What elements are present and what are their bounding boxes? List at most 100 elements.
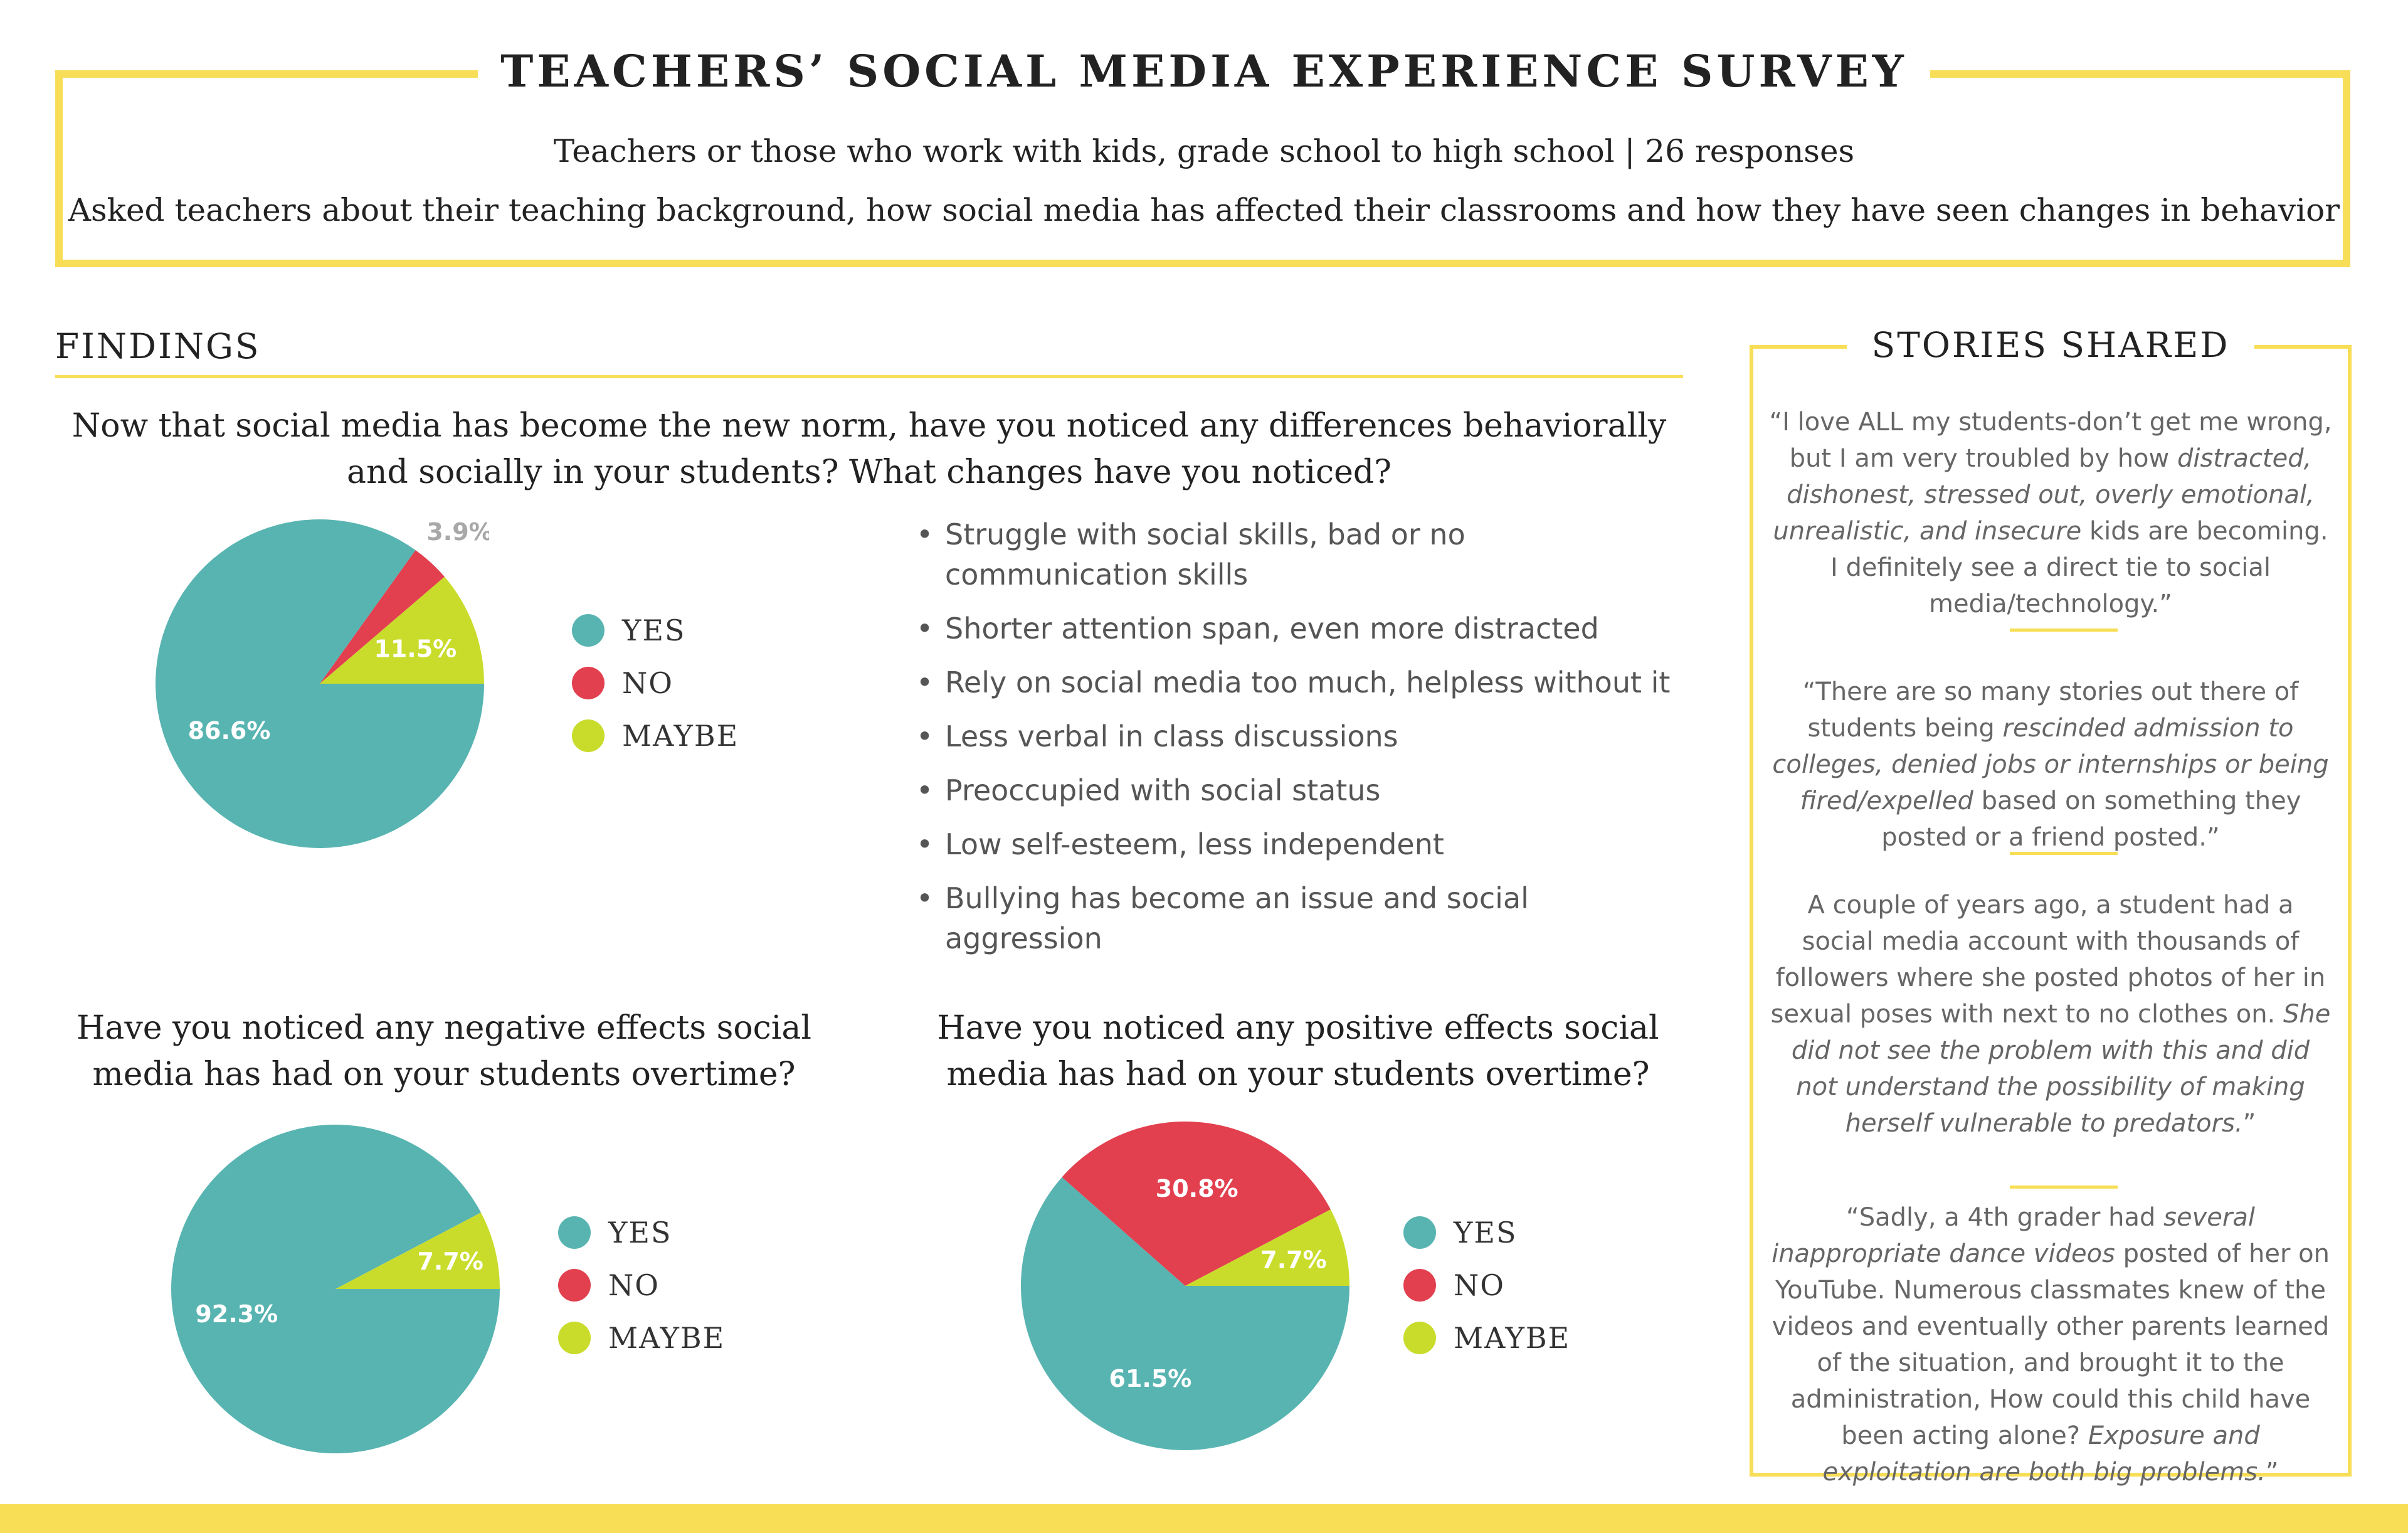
pie-chart-negative-effects: 92.3% 7.7% (171, 1124, 500, 1453)
legend-item-maybe: MAYBE (1403, 1319, 1570, 1357)
pie-label-maybe: 7.7% (1260, 1246, 1326, 1273)
legend-label: YES (622, 613, 686, 647)
legend-item-no: NO (1403, 1266, 1505, 1304)
findings-heading: FINDINGS (55, 326, 261, 366)
story-text: posted of her on YouTube. Numerous class… (1772, 1239, 2330, 1450)
change-list-item: • Preoccupied with social status (912, 770, 1684, 810)
question-negative-effects: Have you noticed any negative effects so… (76, 1009, 812, 1093)
bullet-icon: • (916, 517, 934, 551)
legend-swatch-maybe (1403, 1322, 1436, 1354)
legend-swatch-yes (558, 1216, 591, 1249)
legend-swatch-no (558, 1269, 591, 1302)
change-list-item: • Bullying has become an issue and social… (912, 878, 1684, 958)
stories-heading: STORIES SHARED (1750, 325, 2352, 365)
header-subtitle-respondents: Teachers or those who work with kids, gr… (553, 133, 1855, 169)
legend-label: NO (1454, 1268, 1505, 1302)
legend-swatch-yes (572, 614, 605, 647)
pie-label-maybe: 7.7% (417, 1248, 483, 1275)
pie-chart-behavior-changes: 86.6% 3.9% 11.5% (155, 518, 489, 848)
question-positive-effects: Have you noticed any positive effects so… (937, 1009, 1659, 1093)
story-text: ” (2265, 1458, 2279, 1487)
legend-item-maybe: MAYBE (558, 1319, 725, 1357)
legend-label: MAYBE (622, 719, 739, 753)
story-text: “There are so many stories out there of … (1802, 677, 2299, 743)
legend-item-no: NO (572, 664, 673, 702)
story-text: based on something they posted or a frie… (1881, 787, 2301, 852)
legend-item-yes: YES (1403, 1214, 1517, 1251)
change-list-item: • Low self-esteem, less independent (912, 824, 1684, 864)
pie-slice-maybe (1185, 1209, 1349, 1286)
pie-slice-yes (171, 1124, 500, 1453)
legend-label: YES (1454, 1216, 1518, 1249)
story-emphasis-text: rescinded admission to colleges, denied … (1772, 714, 2329, 815)
story-emphasis-text: She did not see the problem with this an… (1791, 1000, 2331, 1138)
pie-chart-positive-effects: 61.5% 30.8% 7.7% (1020, 1122, 1349, 1450)
legend-item-yes: YES (572, 612, 685, 649)
bullet-icon: • (916, 666, 934, 699)
legend-behavior-changes: YES NO MAYBE (572, 612, 760, 753)
change-list-item: • Shorter attention span, even more distr… (912, 608, 1684, 649)
findings-divider (55, 375, 1683, 378)
footer-bar (0, 1504, 2408, 1533)
story-quote-2: “There are so many stories out there of … (1768, 674, 2333, 856)
page-title: TEACHERS’ SOCIAL MEDIA EXPERIENCE SURVEY (0, 45, 2408, 97)
pie-label-maybe: 11.5% (374, 635, 457, 663)
legend-item-yes: YES (558, 1214, 672, 1251)
bullet-icon: • (916, 719, 934, 753)
pie-slice-yes (1020, 1177, 1349, 1450)
changes-list: • Struggle with social skills, bad or no … (912, 514, 1684, 972)
legend-label: MAYBE (608, 1321, 726, 1355)
legend-swatch-yes (1403, 1216, 1436, 1249)
bullet-icon: • (916, 881, 934, 915)
story-separator (2010, 852, 2118, 855)
change-list-text: Rely on social media too much, helpless … (945, 666, 1671, 699)
change-list-item: • Rely on social media too much, helpless… (912, 662, 1684, 703)
story-emphasis-text: several inappropriate dance videos (1772, 1203, 2255, 1268)
legend-label: MAYBE (1454, 1321, 1571, 1355)
legend-item-no: NO (558, 1266, 660, 1304)
legend-negative-effects: YES NO MAYBE (558, 1214, 746, 1355)
pie-slice-maybe (335, 1212, 500, 1289)
change-list-text: Shorter attention span, even more distra… (945, 612, 1599, 645)
change-list-text: Low self-esteem, less independent (945, 827, 1444, 861)
pie-label-yes: 86.6% (188, 717, 271, 745)
legend-positive-effects: YES NO MAYBE (1403, 1214, 1592, 1355)
page-title-text: TEACHERS’ SOCIAL MEDIA EXPERIENCE SURVEY (478, 45, 1930, 97)
change-list-text: Struggle with social skills, bad or no c… (945, 517, 1465, 591)
story-quote-1: “I love ALL my students-don’t get me wro… (1768, 404, 2333, 622)
change-list-item: • Less verbal in class discussions (912, 716, 1684, 756)
story-text: A couple of years ago, a student had a s… (1770, 891, 2326, 1029)
story-text: kids are becoming. I definitely see a di… (1830, 517, 2328, 618)
story-text: “I love ALL my students-don’t get me wro… (1769, 408, 2332, 473)
bullet-icon: • (916, 612, 934, 645)
change-list-text: Less verbal in class discussions (945, 719, 1398, 753)
legend-swatch-no (572, 667, 605, 699)
bullet-icon: • (916, 827, 934, 861)
story-emphasis-text: Exposure and exploitation are both big p… (1822, 1421, 2266, 1487)
question-behavior-changes: Now that social media has become the new… (71, 407, 1667, 491)
pie-slice-no (320, 550, 445, 684)
legend-swatch-maybe (558, 1322, 591, 1354)
pie-label-no: 30.8% (1156, 1175, 1238, 1202)
legend-label: NO (622, 666, 673, 700)
story-emphasis-text: distracted, dishonest, stressed out, ove… (1773, 444, 2315, 546)
story-separator (2010, 1186, 2118, 1189)
legend-swatch-no (1403, 1269, 1436, 1302)
change-list-item: • Struggle with social skills, bad or no … (912, 514, 1684, 595)
legend-item-maybe: MAYBE (572, 717, 739, 755)
legend-swatch-maybe (572, 719, 605, 752)
bullet-icon: • (916, 773, 934, 807)
story-quote-4: “Sadly, a 4th grader had several inappro… (1768, 1199, 2333, 1490)
change-list-text: Preoccupied with social status (945, 773, 1381, 807)
pie-label-no: 3.9% (426, 518, 489, 546)
legend-label: NO (608, 1268, 660, 1302)
story-text: ” (2242, 1109, 2256, 1138)
stories-heading-text: STORIES SHARED (1846, 325, 2255, 365)
pie-slice-maybe (320, 576, 484, 684)
pie-label-yes: 61.5% (1109, 1365, 1192, 1392)
story-separator (2010, 629, 2118, 632)
pie-label-yes: 92.3% (195, 1300, 278, 1328)
story-quote-3: A couple of years ago, a student had a s… (1768, 887, 2333, 1142)
pie-slice-no (1062, 1122, 1331, 1286)
header-subtitle-description: Asked teachers about their teaching back… (68, 192, 2340, 228)
